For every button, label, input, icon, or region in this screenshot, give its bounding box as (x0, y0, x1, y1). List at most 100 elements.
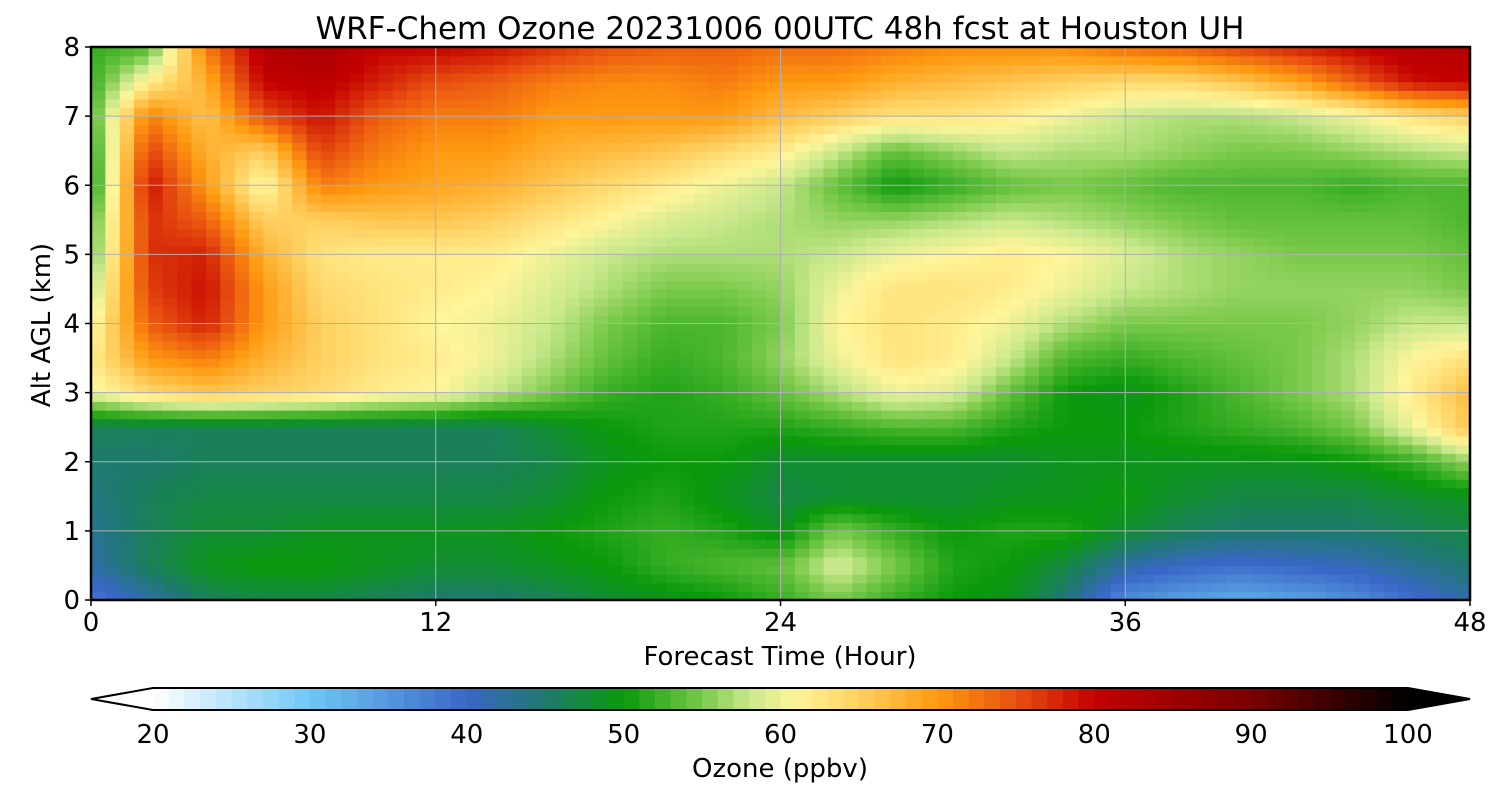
ozone-cell (1254, 556, 1270, 567)
ozone-cell (134, 479, 150, 489)
ozone-cell (493, 409, 509, 420)
ozone-cell (895, 530, 911, 541)
ozone-cell (292, 306, 308, 316)
ozone-cell (694, 358, 710, 368)
ozone-cell (1153, 470, 1170, 480)
ozone-cell (1067, 185, 1083, 195)
ozone-cell (909, 444, 925, 454)
ozone-cell (1153, 565, 1170, 575)
ozone-cell (794, 185, 810, 195)
ozone-cell (493, 219, 509, 230)
ozone-cell (823, 211, 839, 221)
ozone-cell (378, 418, 394, 428)
ozone-cell (1412, 288, 1428, 299)
ozone-cell (1110, 435, 1126, 446)
ozone-cell (780, 193, 796, 204)
ozone-cell (191, 504, 207, 515)
ozone-cell (119, 470, 135, 480)
ozone-cell (766, 461, 782, 472)
ozone-cell (493, 591, 509, 600)
ozone-cell (249, 444, 265, 454)
ozone-cell (852, 556, 868, 567)
ozone-cell (1182, 280, 1198, 290)
ozone-cell (134, 470, 150, 480)
ozone-cell (1197, 548, 1213, 558)
ozone-cell (220, 565, 236, 575)
ozone-cell (464, 530, 480, 541)
ozone-cell (694, 539, 710, 549)
ozone-cell (737, 565, 753, 575)
ozone-cell (1024, 556, 1040, 567)
ozone-cell (751, 591, 767, 600)
ozone-cell (924, 340, 940, 351)
ozone-cell (924, 435, 940, 446)
ozone-cell (1383, 461, 1399, 472)
ozone-cell (1096, 401, 1112, 411)
ozone-cell (909, 288, 925, 299)
ozone-cell (909, 375, 925, 385)
ozone-cell (636, 185, 652, 195)
ozone-cell (162, 306, 178, 316)
ozone-cell (1096, 159, 1112, 169)
ozone-cell (694, 228, 710, 238)
ozone-cell (392, 582, 408, 593)
ozone-cell (1096, 245, 1112, 256)
ozone-cell (134, 150, 150, 161)
ozone-cell (105, 582, 121, 593)
ozone-cell (809, 211, 825, 221)
ozone-cell (852, 383, 868, 394)
ozone-cell (1211, 383, 1227, 394)
ozone-cell (579, 159, 595, 169)
ozone-cell (1297, 591, 1313, 600)
ozone-cell (881, 383, 897, 394)
ozone-cell (1383, 444, 1399, 454)
ozone-cell (995, 288, 1012, 299)
ozone-cell (335, 271, 351, 281)
ozone-cell (1082, 453, 1098, 463)
ozone-cell (1039, 185, 1055, 195)
ozone-cell (1039, 479, 1055, 489)
ozone-cell (1053, 548, 1069, 558)
ozone-cell (205, 202, 221, 212)
ozone-cell (837, 280, 854, 290)
ozone-cell (1412, 548, 1428, 558)
ozone-cell (148, 444, 164, 454)
ozone-cell (1211, 409, 1227, 420)
ozone-cell (249, 539, 265, 549)
ozone-cell (421, 332, 437, 342)
ozone-cell (837, 288, 854, 299)
ozone-cell (435, 332, 451, 342)
ozone-cell (119, 513, 135, 523)
ozone-cell (234, 409, 250, 420)
ozone-cell (1297, 332, 1313, 342)
ozone-cell (263, 211, 279, 221)
ozone-cell (1053, 513, 1069, 523)
ozone-cell (1024, 288, 1040, 299)
ozone-cell (1168, 349, 1184, 359)
ozone-cell (665, 522, 681, 532)
ozone-cell (1240, 193, 1256, 204)
ozone-cell (837, 375, 854, 385)
ozone-cell (780, 427, 796, 437)
ozone-cell (780, 582, 796, 593)
ozone-cell (1225, 193, 1241, 204)
ozone-cell (1326, 358, 1342, 368)
ozone-cell (191, 358, 207, 368)
ozone-cell (952, 263, 968, 273)
ozone-cell (924, 271, 940, 281)
ozone-cell (1311, 366, 1328, 377)
ozone-cell (507, 565, 523, 575)
ozone-cell (1412, 211, 1428, 221)
ozone-cell (1311, 193, 1328, 204)
ozone-cell (895, 591, 911, 600)
ozone-cell (694, 383, 710, 394)
ozone-cell (392, 392, 408, 402)
ozone-cell (1412, 470, 1428, 480)
ozone-cell (780, 375, 796, 385)
ozone-cell (1197, 375, 1213, 385)
ozone-cell (1067, 470, 1083, 480)
ozone-cell (162, 349, 178, 359)
ozone-cell (1153, 288, 1170, 299)
ozone-cell (1455, 556, 1470, 567)
ozone-cell (866, 574, 882, 584)
